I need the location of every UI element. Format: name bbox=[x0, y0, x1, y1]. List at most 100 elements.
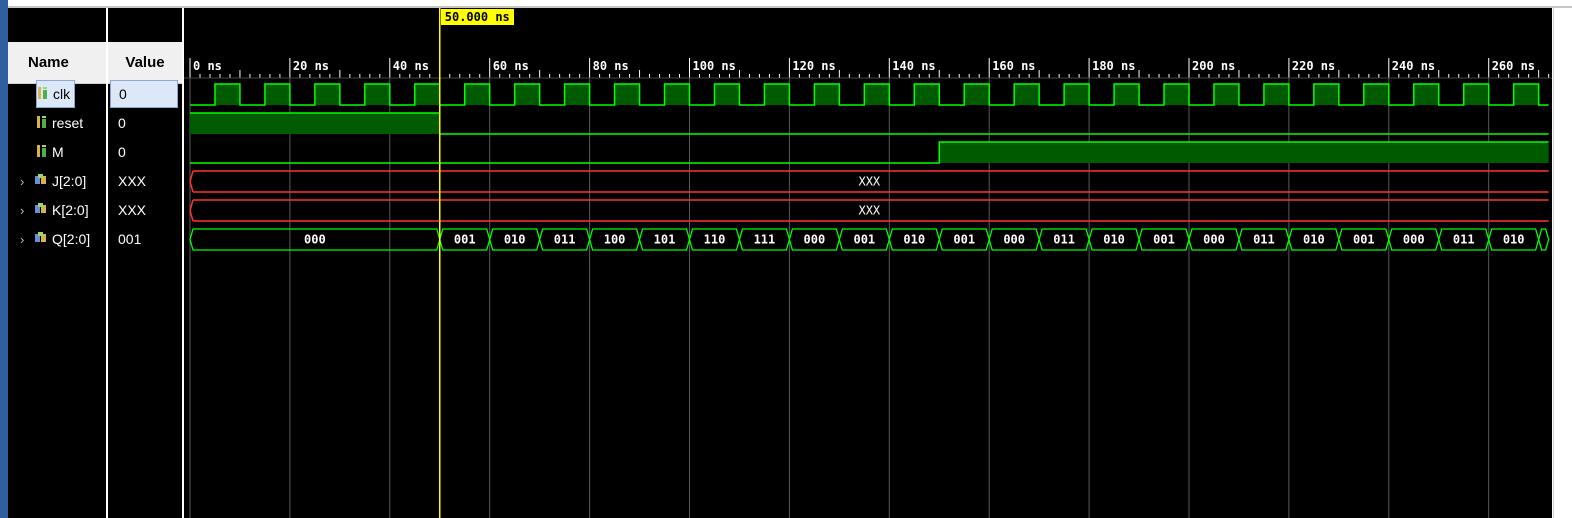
waveform-canvas[interactable]: 0 ns 20 ns 40 ns 60 ns 80 ns 100 ns 120 ns 140 … bbox=[184, 8, 1552, 518]
signal-name-m[interactable]: M bbox=[36, 138, 64, 166]
clock-high-fill bbox=[314, 84, 340, 105]
signal-value-q20: 001 bbox=[118, 231, 142, 247]
clock-high-fill bbox=[914, 84, 940, 105]
axis-tick-label: 100 ns bbox=[693, 59, 736, 73]
bus-value-label: 011 bbox=[1053, 233, 1075, 247]
bus-value-label: 001 bbox=[454, 233, 476, 247]
bus-signal-icon bbox=[34, 231, 48, 247]
axis-tick-label: 40 ns bbox=[393, 59, 429, 73]
value-column-header[interactable]: Value bbox=[108, 42, 182, 84]
axis-tick-label: 200 ns bbox=[1192, 59, 1235, 73]
clk-waveform bbox=[190, 83, 1549, 106]
signal-value-clk: 0 bbox=[110, 80, 178, 108]
m-waveform bbox=[190, 141, 1549, 164]
scalar-signal-icon bbox=[36, 115, 48, 132]
clock-high-fill bbox=[414, 84, 440, 105]
bus-signal-icon bbox=[34, 202, 48, 218]
bus-value-label: 001 bbox=[1353, 233, 1375, 247]
bus-value-label: 010 bbox=[504, 233, 526, 247]
clock-high-fill bbox=[1413, 84, 1439, 105]
axis-tick-label: 120 ns bbox=[792, 59, 835, 73]
bus-value-label: 001 bbox=[853, 233, 875, 247]
bus-value-label: XXX bbox=[858, 204, 880, 218]
axis-tick-label: 240 ns bbox=[1392, 59, 1435, 73]
cursor-time-label[interactable]: 50.000 ns bbox=[440, 9, 514, 25]
clock-high-fill bbox=[1064, 84, 1090, 105]
bus-value-label: 000 bbox=[1403, 233, 1425, 247]
clock-high-fill bbox=[964, 84, 990, 105]
clock-high-fill bbox=[864, 84, 890, 105]
bus-value-label: 011 bbox=[1453, 233, 1475, 247]
clock-high-fill bbox=[1213, 84, 1239, 105]
clock-high-fill bbox=[564, 84, 590, 105]
clock-high-fill bbox=[1014, 84, 1040, 105]
clock-high-fill bbox=[464, 84, 490, 105]
axis-tick-label: 80 ns bbox=[593, 59, 629, 73]
bus-value-label: 000 bbox=[304, 233, 326, 247]
bus-value-label: 010 bbox=[1103, 233, 1125, 247]
axis-tick-label: 180 ns bbox=[1092, 59, 1135, 73]
signal-value-k20: XXX bbox=[118, 202, 147, 218]
signal-name-label: M bbox=[52, 144, 64, 160]
bus-value-label: 001 bbox=[1153, 233, 1175, 247]
clock-high-fill bbox=[614, 84, 640, 105]
clock-high-fill bbox=[764, 84, 790, 105]
signal-name-clk[interactable]: clk bbox=[36, 80, 76, 108]
clock-high-fill bbox=[1463, 84, 1489, 105]
bus-value-label: 100 bbox=[604, 233, 626, 247]
clock-high-fill bbox=[264, 84, 290, 105]
signal-value-m: 0 bbox=[118, 144, 126, 160]
bit-high-fill bbox=[939, 142, 1549, 163]
clock-high-fill bbox=[664, 84, 690, 105]
clock-high-fill bbox=[1114, 84, 1140, 105]
scalar-signal-icon bbox=[37, 86, 49, 103]
clock-high-fill bbox=[714, 84, 740, 105]
signal-name-label: reset bbox=[52, 115, 84, 131]
bus-value-label: 000 bbox=[804, 233, 826, 247]
signal-name-panel: Name clk reset M › J[2:0] › K[2:0] › Q[2:0] bbox=[8, 8, 106, 518]
bit-high-fill bbox=[190, 113, 440, 134]
unknown-bus-waveform bbox=[189, 170, 1549, 193]
signal-name-q20[interactable]: › Q[2:0] bbox=[20, 225, 90, 253]
bus-value-label: 001 bbox=[953, 233, 975, 247]
bus-value-label: 010 bbox=[1503, 233, 1525, 247]
axis-tick-label: 220 ns bbox=[1292, 59, 1335, 73]
vertical-scrollbar[interactable] bbox=[1553, 8, 1572, 518]
expand-chevron-icon[interactable]: › bbox=[20, 231, 25, 247]
clock-high-fill bbox=[1313, 84, 1339, 105]
signal-name-k20[interactable]: › K[2:0] bbox=[20, 196, 89, 224]
axis-tick-label: 140 ns bbox=[892, 59, 935, 73]
signal-name-j20[interactable]: › J[2:0] bbox=[20, 167, 86, 195]
clock-high-fill bbox=[1263, 84, 1289, 105]
bus-value-label: 110 bbox=[704, 233, 726, 247]
axis-tick-label: 260 ns bbox=[1492, 59, 1535, 73]
bus-value-label: 000 bbox=[1003, 233, 1025, 247]
unknown-bus-waveform bbox=[189, 199, 1549, 222]
bus-signal-icon bbox=[34, 173, 48, 189]
axis-tick-label: 0 ns bbox=[193, 59, 222, 73]
signal-value-panel: Value 0 0 0 XXX XXX 001 bbox=[108, 8, 182, 518]
signal-name-label: K[2:0] bbox=[52, 202, 89, 218]
name-column-header[interactable]: Name bbox=[8, 42, 106, 84]
signal-name-label: J[2:0] bbox=[52, 173, 87, 189]
expand-chevron-icon[interactable]: › bbox=[20, 202, 25, 218]
expand-chevron-icon[interactable]: › bbox=[20, 173, 25, 189]
axis-tick-label: 60 ns bbox=[493, 59, 529, 73]
signal-name-label: Q[2:0] bbox=[52, 231, 91, 247]
clock-high-fill bbox=[1363, 84, 1389, 105]
clock-high-fill bbox=[1164, 84, 1189, 105]
bus-value-label: 011 bbox=[554, 233, 576, 247]
axis-tick-label: 160 ns bbox=[992, 59, 1035, 73]
clock-high-fill bbox=[814, 84, 840, 105]
clock-high-fill bbox=[514, 84, 540, 105]
waveform-panel[interactable]: 0 ns 20 ns 40 ns 60 ns 80 ns 100 ns 120 ns 140 … bbox=[184, 8, 1552, 518]
bus-value-label: 101 bbox=[654, 233, 676, 247]
bus-value-label: 010 bbox=[1303, 233, 1325, 247]
clock-high-fill bbox=[1513, 84, 1539, 105]
signal-name-reset[interactable]: reset bbox=[36, 109, 83, 137]
axis-tick-label: 20 ns bbox=[293, 59, 329, 73]
bus-value-label: 111 bbox=[754, 233, 776, 247]
clock-high-fill bbox=[214, 84, 240, 105]
bus-value-label: XXX bbox=[858, 175, 880, 189]
bus-value-label: 010 bbox=[903, 233, 925, 247]
